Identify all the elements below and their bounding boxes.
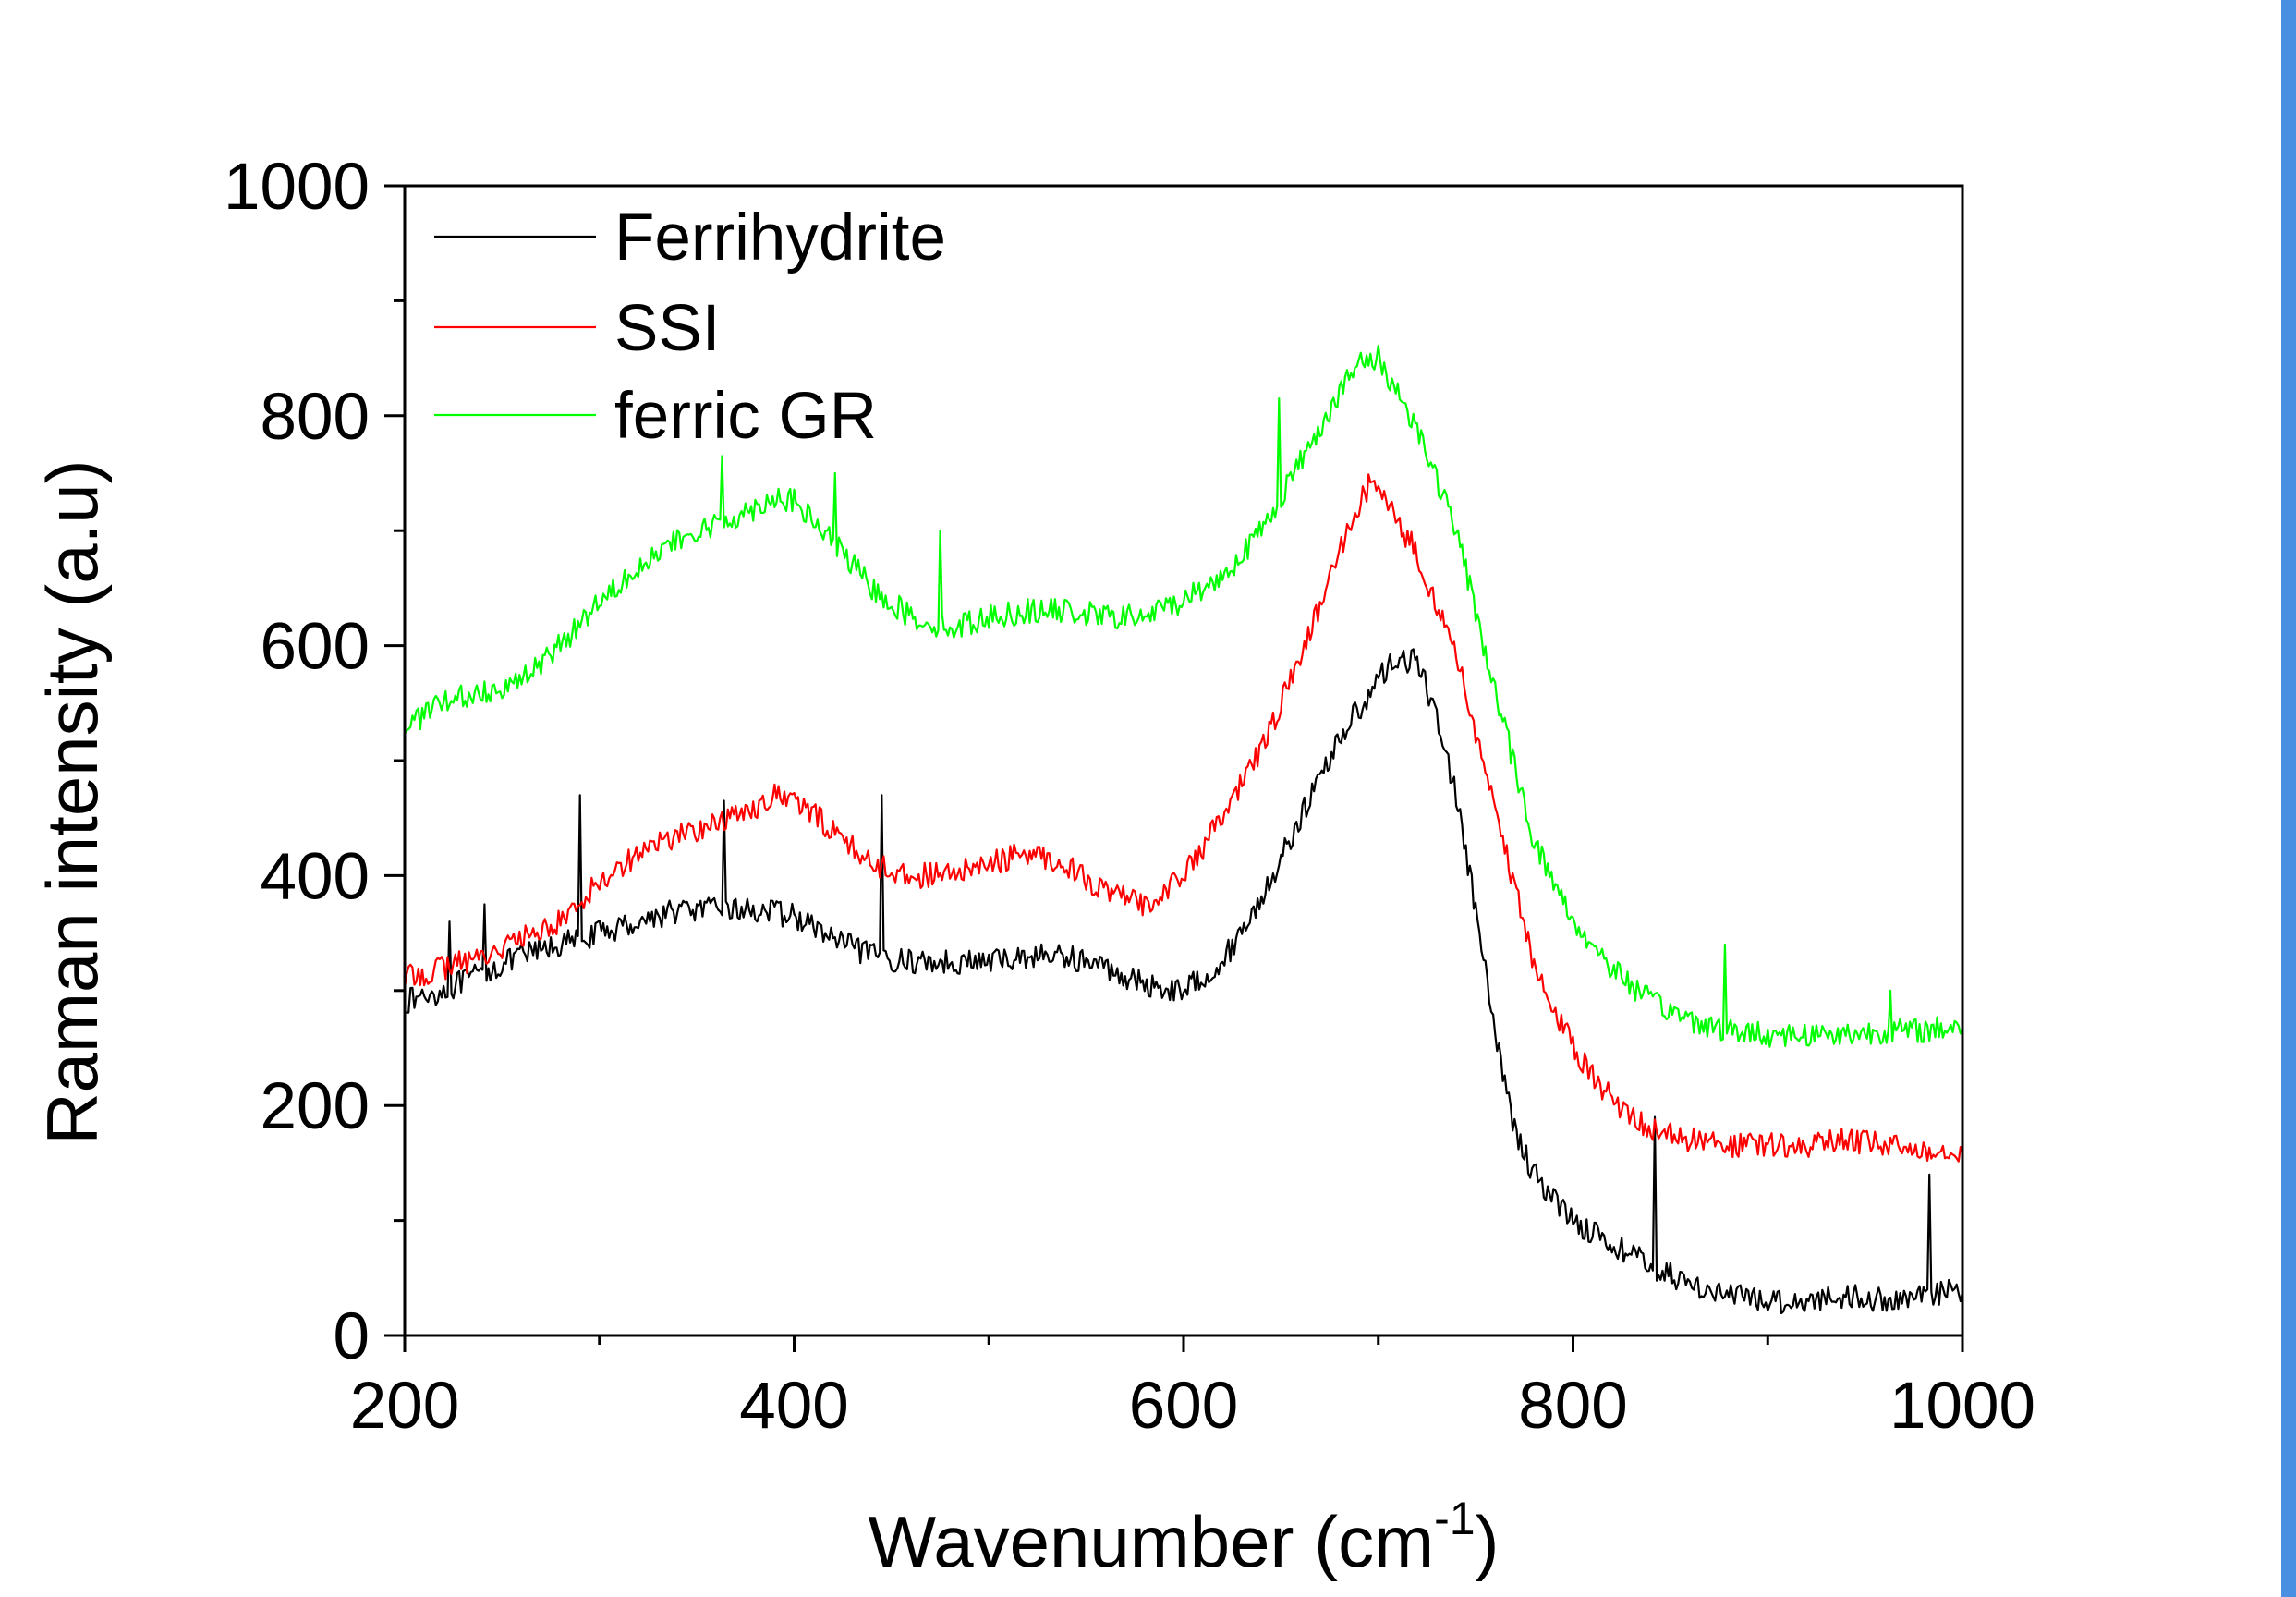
series-line-ssi xyxy=(403,473,1964,1163)
x-tick-label: 600 xyxy=(1129,1370,1238,1443)
series-group xyxy=(403,345,1964,1315)
y-axis-ticks: 0 200 400 600 800 1000 xyxy=(224,151,405,1373)
x-axis-title-superscript: -1 xyxy=(1434,1493,1475,1544)
x-axis-title: Wavenumber (cm-1) xyxy=(868,1493,1499,1582)
x-axis-ticks: 200 400 600 800 1000 xyxy=(350,1335,2035,1443)
window-edge-bar xyxy=(2281,0,2296,1597)
x-tick-label: 400 xyxy=(739,1370,848,1443)
legend: Ferrihydrite SSI ferric GR xyxy=(434,201,946,453)
x-tick-label: 200 xyxy=(350,1370,459,1443)
y-tick-label: 1000 xyxy=(224,151,370,224)
y-tick-label: 600 xyxy=(261,611,370,684)
series-line-ferrihydrite xyxy=(404,648,1964,1315)
legend-label-ferric-gr: ferric GR xyxy=(614,380,877,453)
x-axis-title-suffix: ) xyxy=(1476,1501,1500,1582)
legend-label-ssi: SSI xyxy=(614,292,720,365)
y-tick-label: 400 xyxy=(261,840,370,913)
series-line-ferric-gr xyxy=(404,345,1963,1048)
x-tick-label: 800 xyxy=(1518,1370,1627,1443)
y-tick-label: 800 xyxy=(261,381,370,454)
x-tick-label: 1000 xyxy=(1889,1370,2035,1443)
y-tick-label: 200 xyxy=(261,1070,370,1143)
y-axis-title: Raman intensity (a.u) xyxy=(31,459,113,1144)
y-tick-label: 0 xyxy=(334,1300,371,1373)
legend-label-ferrihydrite: Ferrihydrite xyxy=(614,201,946,274)
x-axis-title-main: Wavenumber (cm xyxy=(868,1501,1434,1582)
